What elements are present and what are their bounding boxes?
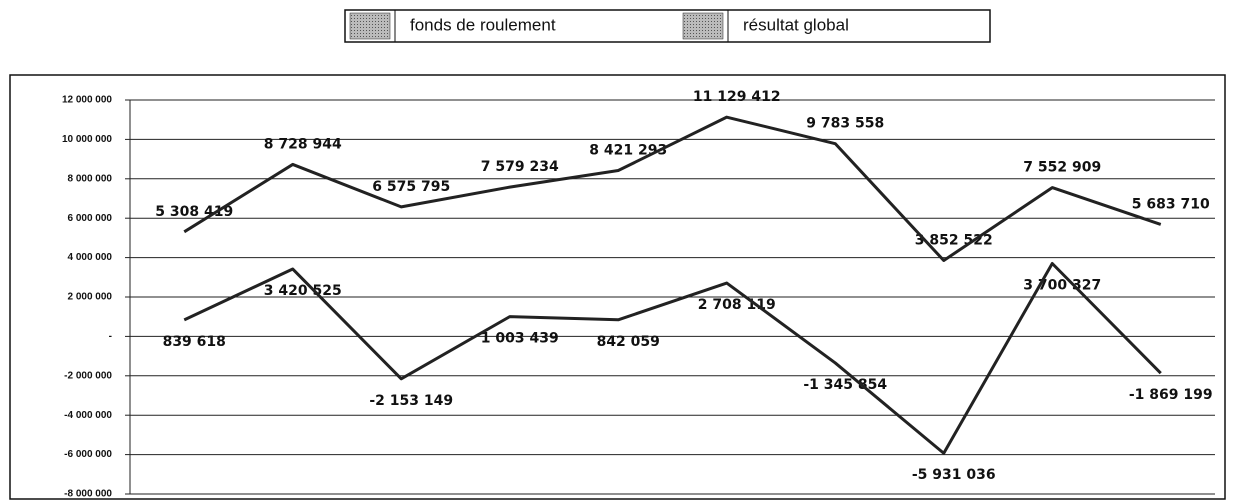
data-label: 5 683 710: [1132, 196, 1210, 212]
y-tick-label: -6 000 000: [64, 449, 112, 460]
data-label: 6 575 795: [372, 179, 450, 195]
data-label: 9 783 558: [806, 116, 884, 132]
y-tick-label: -: [109, 331, 112, 342]
y-tick-label: 6 000 000: [68, 213, 113, 224]
data-label: -1 345 854: [803, 377, 887, 393]
legend-swatch: [682, 12, 724, 40]
data-label: 11 129 412: [693, 89, 781, 105]
y-tick-label: -2 000 000: [64, 370, 112, 381]
y-tick-label: 10 000 000: [62, 134, 112, 145]
data-label: 3 852 522: [915, 233, 993, 249]
y-tick-label: 4 000 000: [68, 252, 113, 263]
data-label: 842 059: [597, 334, 660, 350]
data-label: -1 869 199: [1129, 387, 1213, 403]
line: [183, 115, 1162, 263]
data-label: 8 728 944: [264, 136, 342, 152]
legend-swatch: [349, 12, 391, 40]
legend-label: résultat global: [743, 15, 849, 34]
data-label: 2 708 119: [698, 297, 776, 313]
data-label: 1 003 439: [481, 331, 559, 347]
data-label: 7 579 234: [481, 159, 559, 175]
data-label: -5 931 036: [912, 467, 996, 483]
data-label: 5 308 419: [155, 204, 233, 220]
data-label: 3 420 525: [264, 283, 342, 299]
legend-label: fonds de roulement: [410, 15, 556, 34]
y-tick-label: 8 000 000: [68, 173, 113, 184]
data-label: 839 618: [163, 334, 226, 350]
chart-border: [9, 74, 1226, 500]
y-tick-label: 12 000 000: [62, 95, 112, 106]
y-tick-label: -8 000 000: [64, 489, 112, 500]
line: [183, 262, 1162, 455]
data-label: 7 552 909: [1023, 160, 1101, 176]
legend-box: [344, 9, 991, 43]
y-tick-label: 2 000 000: [68, 292, 113, 303]
data-label: -2 153 149: [369, 393, 453, 409]
y-tick-label: -4 000 000: [64, 410, 112, 421]
